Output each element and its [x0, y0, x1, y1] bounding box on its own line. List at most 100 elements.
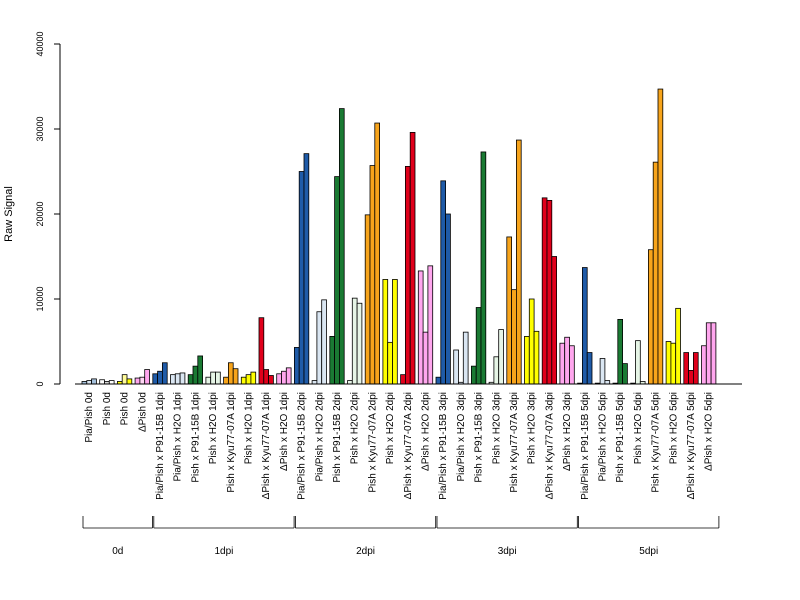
x-tick-label: ΔPish x Kyu77-07A 3dpi — [544, 392, 555, 499]
x-tick-label: Pish x H2O 3dpi — [527, 392, 538, 464]
bar — [250, 371, 257, 385]
bar — [316, 311, 323, 385]
bar — [285, 367, 292, 385]
bar — [108, 380, 115, 385]
bar — [683, 352, 689, 385]
x-tick-labels: Pia/Pish 0d Pish 0d Pish 0d ΔPish 0d Pia/Pis… — [84, 392, 715, 500]
bar — [551, 256, 557, 385]
bar — [710, 322, 717, 385]
bar — [232, 368, 239, 385]
x-tick-label: Pia/Pish x P91-15B 5dpi — [580, 392, 591, 500]
x-tick-label: Pish 0d — [102, 392, 113, 425]
bar — [392, 279, 398, 385]
bar — [400, 374, 406, 385]
x-tick-label: Pia/Pish x P91-15B 3dpi — [438, 392, 449, 500]
bar — [293, 347, 300, 385]
bar — [187, 374, 194, 385]
y-tick-label: 10000 — [35, 286, 45, 311]
x-tick-label: Pish x H2O 2dpi — [385, 392, 396, 464]
x-tick-label: Pish x H2O 2dpi — [350, 392, 361, 464]
x-tick-label: Pia/Pish x H2O 5dpi — [598, 392, 609, 482]
bar — [240, 376, 247, 385]
bar — [139, 376, 146, 385]
bar — [347, 380, 353, 385]
bar — [533, 330, 540, 385]
bar — [356, 302, 363, 385]
bar — [303, 153, 310, 385]
bar — [258, 317, 265, 385]
bar — [223, 376, 229, 385]
bar — [422, 331, 429, 385]
bar — [470, 365, 477, 385]
bar — [134, 377, 141, 385]
bar — [688, 369, 694, 385]
bar — [157, 370, 163, 385]
bar — [121, 374, 128, 385]
bar — [541, 197, 548, 385]
x-tick-label: Pish x Kyu77-07A 1dpi — [226, 392, 237, 493]
bar — [263, 369, 269, 385]
y-tick-label: 0 — [35, 381, 45, 386]
bar — [374, 122, 380, 385]
bar — [462, 331, 469, 385]
bar — [152, 373, 159, 385]
x-tick-label: ΔPish x H2O 2dpi — [421, 392, 432, 471]
group-brackets: 0d 1dpi 2dpi 3dpi 5dpi — [82, 516, 720, 557]
bar — [338, 108, 345, 385]
bar — [192, 365, 199, 385]
bar — [493, 356, 500, 385]
x-tick-label: Pia/Pish 0d — [84, 392, 95, 443]
bar — [564, 336, 570, 385]
bar — [334, 176, 340, 385]
x-tick-label: Pia/Pish x H2O 3dpi — [456, 392, 467, 482]
bar — [675, 307, 681, 385]
bar — [91, 378, 97, 385]
bar — [210, 371, 216, 385]
y-tick-label: 20000 — [35, 201, 45, 226]
bar — [197, 355, 204, 385]
x-tick-label: Pish x P91-15B 1dpi — [190, 392, 201, 483]
bar — [569, 345, 575, 385]
bar — [435, 376, 442, 385]
bar — [268, 375, 274, 385]
bar — [161, 362, 168, 385]
bar — [693, 352, 699, 385]
bar — [126, 378, 133, 385]
bar — [174, 373, 181, 385]
bar — [144, 369, 150, 385]
bar — [227, 362, 234, 385]
bar — [586, 352, 593, 385]
x-tick-label: Pish x H2O 3dpi — [491, 392, 502, 464]
bar — [427, 265, 434, 385]
x-tick-label: Pia/Pish x P91-15B 2dpi — [297, 392, 308, 500]
bar — [382, 279, 389, 385]
x-tick-label: ΔPish x H2O 1dpi — [279, 392, 290, 471]
group-label: 1dpi — [214, 546, 233, 557]
x-tick-label: ΔPish x Kyu77-07A 2dpi — [403, 392, 414, 499]
x-tick-label: Pish x Kyu77-07A 2dpi — [367, 392, 378, 493]
bar — [701, 345, 707, 385]
bar — [351, 297, 358, 385]
x-tick-label: ΔPish x H2O 3dpi — [562, 392, 573, 471]
x-tick-label: Pish x P91-15B 2dpi — [332, 392, 343, 483]
bar — [475, 307, 482, 385]
group-label: 0d — [112, 546, 123, 557]
x-tick-label: Pish x Kyu77-07A 3dpi — [509, 392, 520, 493]
bar — [524, 335, 530, 385]
bar — [599, 358, 606, 385]
bar — [86, 380, 93, 385]
bar — [453, 349, 459, 385]
bar — [99, 379, 105, 385]
x-tick-label: Pish x P91-15B 3dpi — [474, 392, 485, 483]
bar — [665, 341, 672, 385]
bar — [445, 213, 451, 385]
bar — [387, 341, 393, 385]
x-tick-label: Pish x H2O 1dpi — [208, 392, 219, 464]
group-label: 2dpi — [356, 546, 375, 557]
bar — [617, 318, 623, 385]
bar — [179, 372, 186, 385]
bar — [298, 171, 305, 385]
x-tick-label: Pia/Pish x H2O 1dpi — [173, 392, 184, 482]
bar — [245, 374, 252, 385]
bar — [321, 299, 327, 385]
